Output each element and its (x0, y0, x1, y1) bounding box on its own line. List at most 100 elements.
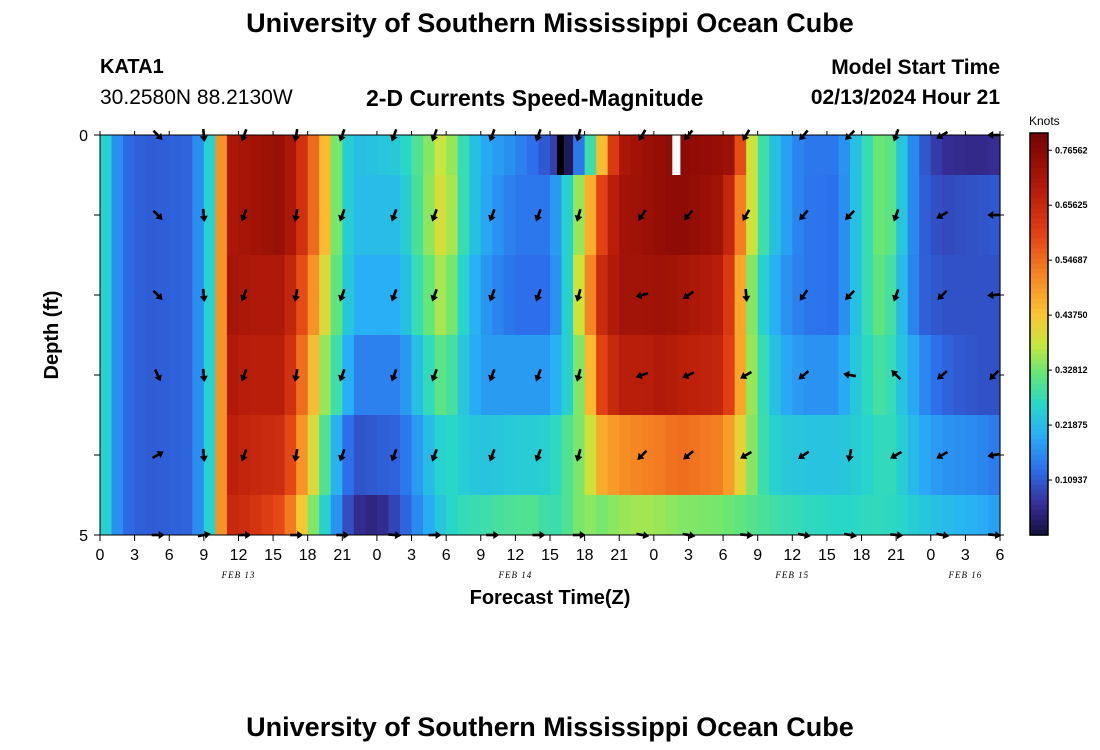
vector-head (390, 294, 398, 302)
heatmap-cell (469, 415, 482, 495)
heatmap-cell (653, 135, 666, 175)
heatmap-cell (700, 495, 713, 535)
current-vector (292, 448, 300, 462)
heatmap-cell (953, 255, 966, 335)
heatmap-cell (296, 415, 309, 495)
heatmap-cell (757, 335, 770, 415)
x-tick-label: 3 (961, 547, 970, 564)
heatmap-cell (123, 415, 136, 495)
heatmap-cell (538, 175, 551, 255)
heatmap-cell (365, 495, 378, 535)
vector-head (638, 213, 646, 221)
vector-head (936, 372, 945, 380)
heatmap-cell (642, 255, 655, 335)
vector-head (199, 135, 208, 142)
vector-head (534, 134, 542, 142)
vector-head (292, 295, 300, 302)
heatmap-cell (596, 495, 609, 535)
heatmap-cell (573, 495, 586, 535)
heatmap-cell (746, 255, 759, 335)
heatmap-cell (434, 255, 447, 335)
heatmap-cell (296, 495, 309, 535)
heatmap-cell (746, 415, 759, 495)
heatmap-cell (665, 415, 678, 495)
current-vector (292, 288, 300, 302)
heatmap-cell (734, 335, 747, 415)
x-tick-label: 15 (541, 547, 559, 564)
heatmap-cell (942, 335, 955, 415)
heatmap-cell (273, 135, 286, 175)
current-vector (430, 208, 439, 222)
heatmap-cell (353, 495, 366, 535)
colorbar: 0.76562 0.65625 0.54687 0.43750 0.32812 0.218… (1029, 132, 1088, 536)
vector-head (891, 370, 899, 378)
colorbar-band (1030, 444, 1048, 451)
heatmap-cell (411, 415, 424, 495)
heatmap-cell (157, 415, 170, 495)
heatmap-cell (503, 335, 516, 415)
vector-head (534, 214, 542, 222)
heatmap-cell (630, 415, 643, 495)
heatmap-cell (884, 175, 897, 255)
heatmap-cell (896, 495, 909, 535)
heatmap-cell (423, 135, 436, 175)
chart-name: 2-D Currents Speed-Magnitude (366, 85, 704, 111)
heatmap-cell (826, 135, 840, 175)
heatmap-cell (688, 255, 701, 335)
heatmap-cell (919, 335, 932, 415)
heatmap-cell (723, 175, 736, 255)
current-vector (740, 370, 753, 379)
heatmap-cell (757, 255, 770, 335)
vector-head (742, 133, 750, 142)
vector-head (740, 372, 748, 379)
heatmap-cell (976, 495, 990, 535)
current-vector (390, 288, 398, 302)
heatmap-cell (250, 495, 263, 535)
heatmap-cell (884, 135, 897, 175)
vector-head (430, 374, 439, 382)
heatmap-cell (942, 415, 955, 495)
heatmap-cell (503, 415, 516, 495)
colorbar-band (1030, 489, 1048, 496)
current-vector (574, 288, 583, 302)
heatmap-cell (111, 175, 124, 255)
heatmap-cell (884, 415, 897, 495)
x-tick-label: 9 (753, 547, 762, 564)
heatmap-cell (953, 135, 966, 175)
vector-head (338, 214, 346, 222)
heatmap-cell (342, 415, 355, 495)
heatmap-cell (307, 255, 320, 335)
current-vector (338, 208, 346, 222)
heatmap-cell (757, 415, 770, 495)
x-axis: 0 3 6 9 12 15 18 21 0 3 6 9 12 15 18 21 0 3 6 9 12 15 18 21 0 3 6 F… (96, 131, 1005, 580)
heatmap-cell (261, 495, 274, 535)
vector-head (292, 455, 300, 462)
colorbar-band (1030, 303, 1048, 310)
heatmap-cell (284, 135, 297, 175)
heatmap-cell (815, 495, 828, 535)
colorbar-band (1030, 328, 1048, 335)
heatmap-cell (896, 335, 909, 415)
heatmap-cell (538, 495, 551, 535)
heatmap-cell (884, 335, 897, 415)
heatmap-cell (769, 255, 782, 335)
colorbar-band (1030, 449, 1048, 456)
colorbar-band (1030, 143, 1048, 149)
current-vector (534, 128, 542, 142)
vector-head (637, 452, 645, 460)
colorbar-band (1030, 369, 1048, 375)
vector-head (338, 454, 346, 462)
colorbar-tick-label: 0.76562 (1055, 145, 1088, 155)
heatmap-cell (976, 335, 990, 415)
heatmap-cell (400, 415, 413, 495)
heatmap-cell (642, 135, 655, 175)
heatmap-cell (734, 415, 747, 495)
heatmap-cell (342, 135, 355, 175)
heatmap-cell (146, 415, 159, 495)
heatmap-cell (100, 255, 113, 335)
heatmap-cell (215, 175, 228, 255)
heatmap-cell (561, 335, 574, 415)
heatmap-cell (653, 495, 666, 535)
current-vector (390, 368, 398, 382)
heatmap-cell (515, 335, 528, 415)
